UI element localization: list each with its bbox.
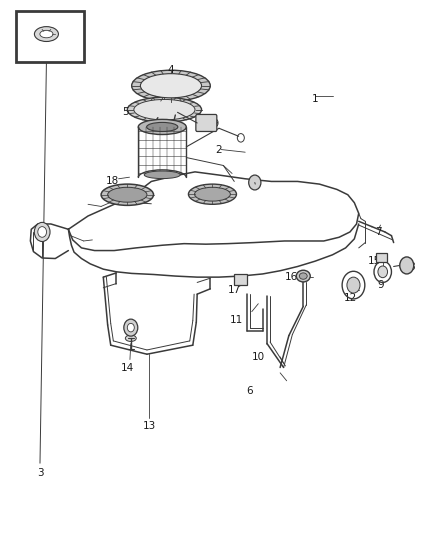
Text: 8: 8: [408, 262, 414, 271]
Text: 6: 6: [246, 386, 253, 397]
Text: 4: 4: [168, 65, 174, 75]
Circle shape: [38, 227, 46, 237]
Ellipse shape: [141, 74, 201, 98]
Text: 3: 3: [37, 468, 43, 478]
Text: 1: 1: [312, 94, 318, 104]
Circle shape: [127, 324, 134, 332]
Text: 7: 7: [375, 227, 381, 237]
Text: 10: 10: [252, 352, 265, 362]
Text: 19: 19: [207, 119, 220, 129]
Text: 5: 5: [122, 107, 128, 117]
Circle shape: [34, 222, 50, 241]
Ellipse shape: [127, 97, 201, 122]
Text: 14: 14: [121, 362, 134, 373]
Text: 11: 11: [230, 314, 243, 325]
Ellipse shape: [188, 184, 237, 204]
Ellipse shape: [134, 100, 195, 120]
Circle shape: [347, 277, 360, 293]
Circle shape: [249, 175, 261, 190]
Bar: [376, 253, 387, 262]
Ellipse shape: [299, 273, 307, 279]
Ellipse shape: [138, 119, 186, 134]
Ellipse shape: [144, 171, 180, 179]
Ellipse shape: [101, 184, 153, 205]
Ellipse shape: [108, 187, 147, 202]
Ellipse shape: [125, 335, 136, 342]
Text: 16: 16: [284, 272, 298, 282]
Text: 9: 9: [377, 280, 384, 290]
Ellipse shape: [40, 30, 53, 38]
Ellipse shape: [194, 187, 230, 201]
Ellipse shape: [296, 270, 310, 282]
Circle shape: [378, 266, 388, 278]
Circle shape: [400, 257, 414, 274]
Ellipse shape: [35, 27, 58, 42]
FancyBboxPatch shape: [196, 115, 217, 132]
Text: 15: 15: [368, 256, 381, 266]
Bar: [234, 274, 247, 285]
Text: 18: 18: [106, 176, 119, 187]
Ellipse shape: [147, 123, 178, 132]
Text: 13: 13: [142, 421, 156, 431]
Circle shape: [124, 319, 138, 336]
Text: 2: 2: [215, 144, 223, 155]
Ellipse shape: [132, 70, 210, 101]
Text: 12: 12: [343, 293, 357, 303]
Bar: [16, 11, 84, 62]
Text: 17: 17: [228, 286, 241, 295]
